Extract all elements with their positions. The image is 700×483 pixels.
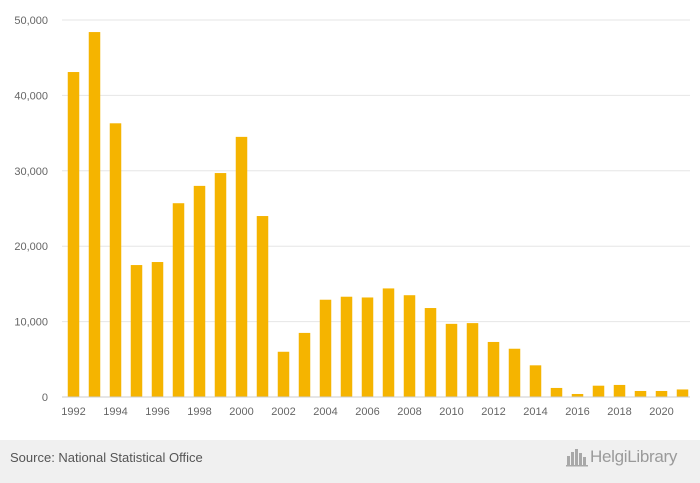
x-tick-label: 2012 <box>481 406 505 418</box>
bar-2003 <box>298 332 311 397</box>
bar-1997 <box>172 203 185 397</box>
bar-1999 <box>214 173 227 397</box>
bar-2019 <box>634 390 647 397</box>
x-tick-label: 2008 <box>397 406 421 418</box>
bar-2009 <box>424 308 437 397</box>
bar-2012 <box>487 341 500 397</box>
y-tick-label: 10,000 <box>14 317 48 329</box>
x-axis-tick-labels: 1992 1994 1996 1998 2000 2002 2004 2006 2008 2010… <box>61 406 673 418</box>
x-tick-label: 1998 <box>187 406 211 418</box>
bar-2005 <box>340 296 353 397</box>
helgi-library-logo: HelgiLibrary <box>566 447 677 467</box>
y-tick-label: 0 <box>42 392 48 404</box>
bar-2002 <box>277 351 290 397</box>
x-tick-label: 1994 <box>103 406 127 418</box>
bar-2018 <box>613 384 626 397</box>
x-tick-label: 2016 <box>565 406 589 418</box>
gridlines <box>62 19 690 323</box>
bar-2013 <box>508 348 521 397</box>
x-tick-label: 2002 <box>271 406 295 418</box>
bars <box>67 32 689 398</box>
bar-1996 <box>151 262 164 397</box>
bar-2000 <box>235 136 248 397</box>
bar-1994 <box>109 123 122 398</box>
y-tick-label: 20,000 <box>14 241 48 253</box>
bar-2007 <box>382 288 395 397</box>
x-tick-label: 1992 <box>61 406 85 418</box>
y-axis-tick-labels: 0 10,000 20,000 30,000 40,000 50,000 <box>14 15 48 404</box>
bar-1993 <box>88 32 101 398</box>
x-tick-label: 2006 <box>355 406 379 418</box>
bar-2011 <box>466 323 479 397</box>
logo-text: HelgiLibrary <box>590 447 678 466</box>
bar-2006 <box>361 297 374 397</box>
bar-2020 <box>655 390 668 397</box>
x-tick-label: 2018 <box>607 406 631 418</box>
y-tick-label: 40,000 <box>14 90 48 102</box>
x-tick-label: 1996 <box>145 406 169 418</box>
source-note: Source: National Statistical Office <box>10 450 203 465</box>
bar-1995 <box>130 265 143 397</box>
x-tick-label: 2020 <box>649 406 673 418</box>
x-tick-label: 2000 <box>229 406 253 418</box>
bar-2001 <box>256 216 269 397</box>
bar-2010 <box>445 323 458 397</box>
bar-2004 <box>319 299 332 397</box>
y-tick-label: 30,000 <box>14 166 48 178</box>
city-skyline-icon <box>566 449 588 467</box>
bar-1998 <box>193 185 206 397</box>
bar-2008 <box>403 295 416 397</box>
bar-2014 <box>529 365 542 397</box>
y-tick-label: 50,000 <box>14 15 48 27</box>
x-tick-label: 2004 <box>313 406 337 418</box>
bar-2021 <box>676 389 689 397</box>
bar-1992 <box>67 72 80 397</box>
bar-chart: 0 10,000 20,000 30,000 40,000 50,000 1992 1994… <box>14 15 690 418</box>
bar-2017 <box>592 385 605 397</box>
bar-2016 <box>571 393 584 397</box>
x-tick-label: 2010 <box>439 406 463 418</box>
bar-2015 <box>550 387 563 397</box>
x-tick-label: 2014 <box>523 406 547 418</box>
